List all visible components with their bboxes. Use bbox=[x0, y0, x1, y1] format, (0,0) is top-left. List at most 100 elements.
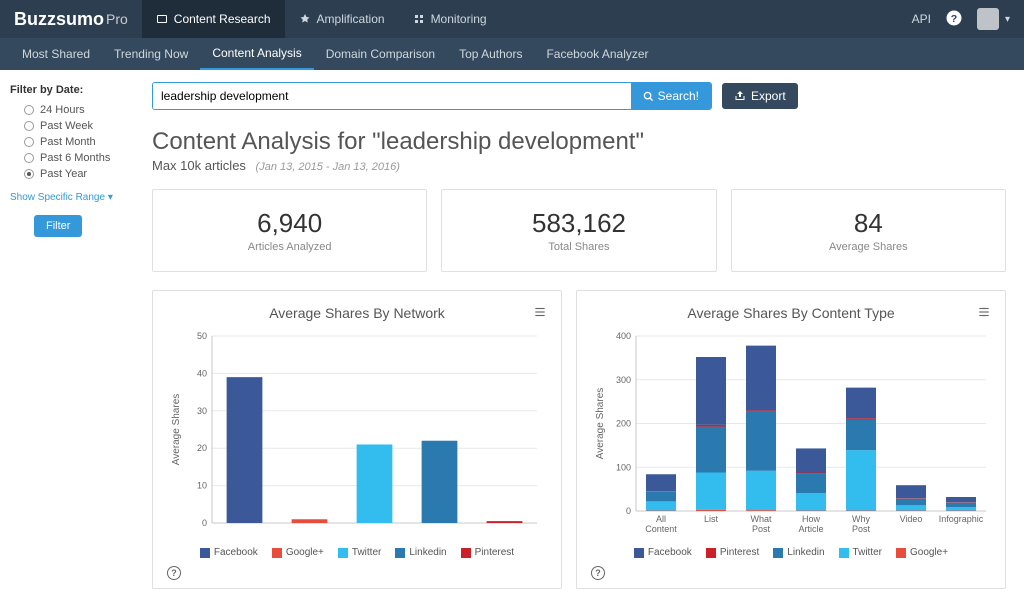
help-icon[interactable]: ? bbox=[591, 566, 605, 580]
user-avatar[interactable] bbox=[977, 8, 999, 30]
show-range-link[interactable]: Show Specific Range ▾ bbox=[10, 192, 113, 203]
radio-icon bbox=[24, 121, 34, 131]
svg-text:200: 200 bbox=[616, 419, 631, 429]
sidebar: Filter by Date: 24 HoursPast WeekPast Mo… bbox=[0, 70, 134, 607]
legend-item: Twitter bbox=[839, 547, 882, 558]
date-range: (Jan 13, 2015 - Jan 13, 2016) bbox=[256, 161, 400, 173]
chart-svg: 01020304050Average Shares bbox=[167, 331, 547, 541]
main-content: Search! Export Content Analysis for "lea… bbox=[134, 70, 1024, 607]
date-filter-option[interactable]: Past Week bbox=[10, 118, 124, 134]
help-icon[interactable]: ? bbox=[945, 9, 963, 30]
date-filter-option[interactable]: Past Month bbox=[10, 134, 124, 150]
legend-item: Linkedin bbox=[773, 547, 824, 558]
radio-icon bbox=[24, 105, 34, 115]
svg-text:Content: Content bbox=[645, 524, 677, 534]
svg-text:Video: Video bbox=[900, 514, 923, 524]
brand-logo: BuzzsumoPro bbox=[0, 9, 142, 30]
legend-item: Linkedin bbox=[395, 547, 446, 558]
chart-title: Average Shares By Content Type bbox=[591, 305, 991, 321]
topnav-item[interactable]: Monitoring bbox=[399, 0, 501, 38]
legend-item: Google+ bbox=[272, 547, 324, 558]
legend-item: Pinterest bbox=[461, 547, 514, 558]
date-filter-option[interactable]: Past 6 Months bbox=[10, 150, 124, 166]
svg-text:All: All bbox=[656, 514, 666, 524]
user-menu-caret[interactable]: ▾ bbox=[1005, 14, 1010, 25]
chart-svg: 0 100 200 300 400 Average Shares AllContent Lis… bbox=[591, 331, 991, 541]
search-input[interactable] bbox=[153, 83, 631, 109]
svg-text:100: 100 bbox=[616, 462, 631, 472]
radio-icon bbox=[24, 169, 34, 179]
legend-item: Facebook bbox=[200, 547, 258, 558]
svg-text:What: What bbox=[750, 514, 772, 524]
chevron-down-icon: ▾ bbox=[108, 192, 113, 203]
chart-content-type: Average Shares By Content Type 0 100 200 30… bbox=[576, 290, 1006, 589]
svg-text:List: List bbox=[704, 514, 719, 524]
topnav-item[interactable]: Content Research bbox=[142, 0, 285, 38]
svg-text:Average Shares: Average Shares bbox=[595, 388, 606, 460]
search-row: Search! Export bbox=[152, 82, 1006, 110]
topbar: BuzzsumoPro Content ResearchAmplificatio… bbox=[0, 0, 1024, 38]
top-right: API ? ▾ bbox=[912, 8, 1024, 30]
svg-text:Why: Why bbox=[852, 514, 871, 524]
stat-value: 84 bbox=[742, 208, 995, 239]
chart-legend: Facebook Google+ Twitter Linkedin Pinterest bbox=[167, 547, 547, 558]
svg-text:400: 400 bbox=[616, 331, 631, 341]
chart-menu-icon[interactable] bbox=[977, 305, 991, 322]
topnav-item[interactable]: Amplification bbox=[285, 0, 399, 38]
svg-text:Infographic: Infographic bbox=[939, 514, 984, 524]
search-box: Search! bbox=[152, 82, 712, 110]
stats-row: 6,940 Articles Analyzed 583,162 Total Share… bbox=[152, 189, 1006, 272]
svg-text:0: 0 bbox=[626, 506, 631, 516]
page-subtitle: Max 10k articles (Jan 13, 2015 - Jan 13,… bbox=[152, 158, 1006, 173]
stat-card: 6,940 Articles Analyzed bbox=[152, 189, 427, 272]
page-title: Content Analysis for "leadership develop… bbox=[152, 128, 1006, 156]
stat-label: Total Shares bbox=[452, 241, 705, 253]
svg-text:0: 0 bbox=[202, 518, 207, 528]
subnav-tab[interactable]: Facebook Analyzer bbox=[534, 38, 660, 70]
svg-text:50: 50 bbox=[197, 331, 207, 341]
search-button[interactable]: Search! bbox=[631, 83, 711, 109]
export-button[interactable]: Export bbox=[722, 83, 798, 109]
legend-item: Facebook bbox=[634, 547, 692, 558]
subnav-tab[interactable]: Content Analysis bbox=[200, 38, 313, 70]
stat-label: Articles Analyzed bbox=[163, 241, 416, 253]
subnav-tab[interactable]: Domain Comparison bbox=[314, 38, 447, 70]
help-icon[interactable]: ? bbox=[167, 566, 181, 580]
sidebar-title: Filter by Date: bbox=[10, 84, 124, 96]
chart-network: Average Shares By Network 01020304050Ave… bbox=[152, 290, 562, 589]
api-link[interactable]: API bbox=[912, 12, 931, 26]
legend-item: Twitter bbox=[338, 547, 381, 558]
svg-text:How: How bbox=[802, 514, 821, 524]
svg-text:20: 20 bbox=[197, 443, 207, 453]
legend-item: Pinterest bbox=[706, 547, 759, 558]
svg-text:10: 10 bbox=[197, 481, 207, 491]
stat-card: 84 Average Shares bbox=[731, 189, 1006, 272]
svg-text:Article: Article bbox=[798, 524, 823, 534]
brand-suffix: Pro bbox=[106, 11, 128, 27]
date-filter-option[interactable]: 24 Hours bbox=[10, 102, 124, 118]
svg-text:Post: Post bbox=[852, 524, 871, 534]
chart-title: Average Shares By Network bbox=[167, 305, 547, 321]
legend-item: Google+ bbox=[896, 547, 948, 558]
svg-text:?: ? bbox=[951, 12, 957, 24]
filter-button[interactable]: Filter bbox=[34, 215, 82, 237]
chart-legend: Facebook Pinterest Linkedin Twitter Google+ bbox=[591, 547, 991, 558]
brand-name: Buzzsumo bbox=[14, 9, 104, 30]
subnav-tab[interactable]: Trending Now bbox=[102, 38, 200, 70]
chart-menu-icon[interactable] bbox=[533, 305, 547, 322]
radio-icon bbox=[24, 137, 34, 147]
stat-value: 583,162 bbox=[452, 208, 705, 239]
stat-card: 583,162 Total Shares bbox=[441, 189, 716, 272]
svg-text:40: 40 bbox=[197, 368, 207, 378]
svg-text:Post: Post bbox=[752, 524, 771, 534]
date-filter-option[interactable]: Past Year bbox=[10, 166, 124, 182]
stat-label: Average Shares bbox=[742, 241, 995, 253]
radio-icon bbox=[24, 153, 34, 163]
subnav-tab[interactable]: Most Shared bbox=[10, 38, 102, 70]
charts-row: Average Shares By Network 01020304050Ave… bbox=[152, 290, 1006, 589]
stat-value: 6,940 bbox=[163, 208, 416, 239]
svg-text:300: 300 bbox=[616, 375, 631, 385]
subnav-tab[interactable]: Top Authors bbox=[447, 38, 534, 70]
svg-text:Average Shares: Average Shares bbox=[171, 394, 182, 466]
top-nav: Content ResearchAmplificationMonitoring bbox=[142, 0, 501, 38]
